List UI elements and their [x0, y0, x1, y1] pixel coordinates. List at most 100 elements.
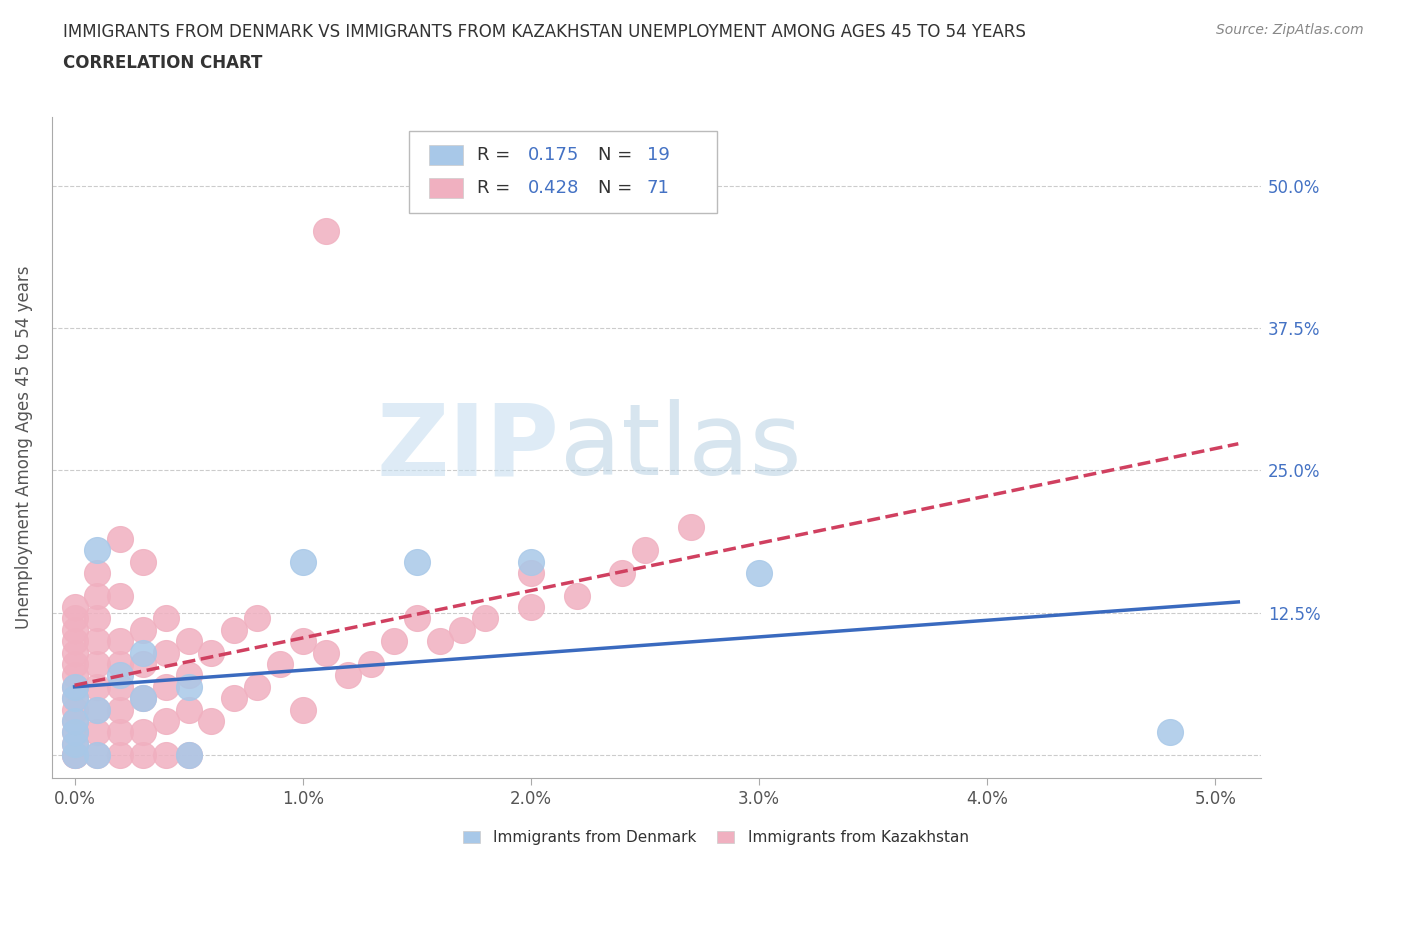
Point [520, 554, 543, 569]
Text: N =: N = [599, 146, 633, 164]
Point [108, 531, 131, 546]
Point [63, 737, 86, 751]
Point [200, 645, 222, 660]
Point [63, 713, 86, 728]
Point [132, 645, 155, 660]
Point [108, 657, 131, 671]
Point [474, 611, 496, 626]
Point [63, 680, 86, 695]
Point [63, 748, 86, 763]
Point [177, 748, 200, 763]
Point [520, 600, 543, 615]
Point [108, 725, 131, 740]
Text: Immigrants from Kazakhstan: Immigrants from Kazakhstan [748, 830, 969, 845]
Point [63, 691, 86, 706]
Point [132, 554, 155, 569]
Text: CORRELATION CHART: CORRELATION CHART [63, 54, 263, 72]
Point [612, 565, 634, 580]
Point [63, 725, 86, 740]
Point [63, 600, 86, 615]
Point [86, 748, 108, 763]
Text: Immigrants from Denmark: Immigrants from Denmark [494, 830, 696, 845]
Point [177, 748, 200, 763]
Point [86, 725, 108, 740]
Text: Source: ZipAtlas.com: Source: ZipAtlas.com [1216, 23, 1364, 37]
FancyBboxPatch shape [409, 130, 717, 213]
Point [451, 622, 474, 637]
Text: IMMIGRANTS FROM DENMARK VS IMMIGRANTS FROM KAZAKHSTAN UNEMPLOYMENT AMONG AGES 45: IMMIGRANTS FROM DENMARK VS IMMIGRANTS FR… [63, 23, 1026, 41]
Point [63, 713, 86, 728]
Point [155, 713, 177, 728]
Point [63, 634, 86, 649]
Point [405, 554, 427, 569]
Point [63, 657, 86, 671]
Point [315, 645, 337, 660]
Point [132, 691, 155, 706]
Point [246, 611, 269, 626]
Point [200, 713, 222, 728]
Point [86, 611, 108, 626]
Text: 0.428: 0.428 [529, 179, 579, 197]
Point [155, 645, 177, 660]
Text: 0.175: 0.175 [529, 146, 579, 164]
Point [679, 520, 702, 535]
Point [63, 691, 86, 706]
FancyBboxPatch shape [463, 831, 481, 844]
Point [520, 565, 543, 580]
Point [63, 611, 86, 626]
Y-axis label: Unemployment Among Ages 45 to 54 years: Unemployment Among Ages 45 to 54 years [15, 266, 32, 630]
Point [291, 702, 314, 717]
Point [155, 748, 177, 763]
Point [63, 668, 86, 683]
Point [132, 691, 155, 706]
Point [86, 543, 108, 558]
Point [108, 589, 131, 604]
Point [63, 725, 86, 740]
Point [382, 634, 405, 649]
Point [86, 702, 108, 717]
Point [63, 748, 86, 763]
Point [86, 702, 108, 717]
Point [86, 680, 108, 695]
Point [108, 634, 131, 649]
Point [63, 680, 86, 695]
Point [63, 645, 86, 660]
Point [132, 657, 155, 671]
Point [224, 622, 246, 637]
Point [291, 634, 314, 649]
Text: atlas: atlas [560, 399, 801, 496]
Point [132, 748, 155, 763]
Point [108, 748, 131, 763]
Text: 71: 71 [647, 179, 669, 197]
FancyBboxPatch shape [717, 831, 734, 844]
Point [315, 224, 337, 239]
Point [1159, 725, 1181, 740]
Point [360, 657, 382, 671]
Point [86, 748, 108, 763]
Text: R =: R = [478, 146, 510, 164]
Point [86, 589, 108, 604]
Point [108, 702, 131, 717]
Point [748, 565, 770, 580]
Text: ZIP: ZIP [377, 399, 560, 496]
Point [86, 565, 108, 580]
Point [337, 668, 360, 683]
Point [155, 611, 177, 626]
Point [63, 702, 86, 717]
Point [177, 702, 200, 717]
Point [86, 657, 108, 671]
Point [177, 680, 200, 695]
Point [291, 554, 314, 569]
Point [108, 668, 131, 683]
Point [177, 634, 200, 649]
Text: R =: R = [478, 179, 510, 197]
Text: N =: N = [599, 179, 633, 197]
Point [108, 680, 131, 695]
Point [132, 622, 155, 637]
Point [63, 737, 86, 751]
Point [269, 657, 291, 671]
Point [177, 668, 200, 683]
Point [155, 680, 177, 695]
Point [224, 691, 246, 706]
Point [565, 589, 588, 604]
